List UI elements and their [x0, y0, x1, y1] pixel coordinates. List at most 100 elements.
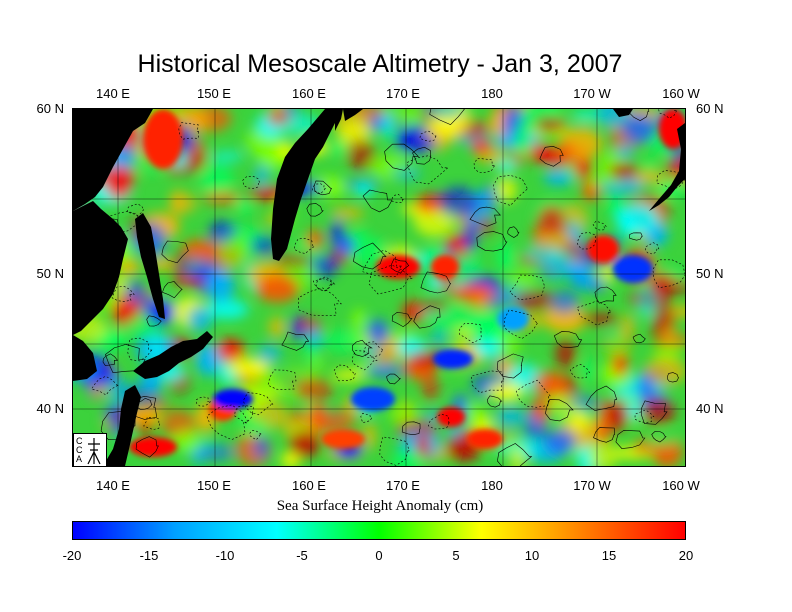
- anomaly-cell: [496, 159, 516, 172]
- anomaly-cell: [608, 195, 622, 216]
- contour-line: [315, 277, 336, 291]
- anomaly-cell: [268, 316, 286, 338]
- contour-line: [306, 203, 324, 217]
- contour-line: [651, 431, 667, 443]
- contour-line: [312, 276, 336, 292]
- anomaly-cell: [649, 278, 685, 296]
- contour-line: [352, 350, 378, 371]
- anomaly-cell: [257, 344, 281, 364]
- anomaly-cell: [173, 275, 206, 289]
- lat-tick-right-50n: 50 N: [696, 266, 724, 281]
- anomaly-cell: [90, 385, 108, 397]
- anomaly-cell: [514, 290, 555, 311]
- anomaly-cell: [487, 382, 524, 401]
- anomaly-cell: [354, 181, 374, 197]
- anomaly-cell: [543, 169, 575, 186]
- contour-line: [333, 364, 356, 382]
- contour-line: [509, 274, 546, 300]
- lon-tick-bottom-180: 180: [481, 478, 503, 493]
- anomaly-cell: [609, 162, 639, 180]
- anomaly-cell: [337, 236, 355, 255]
- anomaly-cell: [639, 374, 653, 402]
- anomaly-cell: [426, 113, 468, 138]
- contour-line: [313, 180, 332, 196]
- contour-line: [576, 232, 596, 250]
- contour-line: [569, 364, 591, 379]
- anomaly-cell: [464, 403, 485, 425]
- anomaly-cell: [482, 183, 497, 212]
- contour-line: [497, 443, 533, 466]
- svg-text:C: C: [76, 445, 83, 455]
- contour-line: [368, 264, 414, 295]
- anomaly-cell: [510, 446, 525, 466]
- anomaly-cell: [637, 285, 659, 319]
- graticule: [73, 109, 685, 466]
- anomaly-cell: [650, 432, 678, 446]
- map-title: Historical Mesoscale Altimetry - Jan 3, …: [137, 50, 623, 78]
- anomaly-cell: [180, 258, 221, 277]
- anomaly-cell: [281, 452, 301, 466]
- anomaly-cell: [528, 144, 554, 163]
- contour-line: [469, 206, 501, 227]
- anomaly-cell: [295, 318, 323, 332]
- anomaly-cell: [430, 330, 448, 347]
- colorbar-tick: 0: [375, 548, 383, 563]
- anomaly-cell: [514, 124, 530, 156]
- contour-line: [585, 385, 618, 411]
- lon-tick-bottom-150e: 150 E: [197, 478, 231, 493]
- contour-line: [196, 396, 212, 407]
- anomaly-cell: [202, 192, 243, 205]
- anomaly-cell: [105, 165, 133, 199]
- anomaly-cell: [137, 421, 153, 435]
- anomaly-cell: [388, 403, 419, 424]
- contour-line: [473, 157, 496, 173]
- anomaly-cell: [633, 438, 652, 456]
- anomaly-cell: [621, 113, 657, 144]
- land-alaska-peninsula: [649, 109, 685, 211]
- anomaly-cell: [401, 300, 425, 323]
- contour-line: [135, 436, 159, 458]
- anomaly-cell: [414, 193, 445, 213]
- lon-tick-top-160e: 160 E: [292, 86, 326, 101]
- anomaly-cell: [205, 299, 249, 319]
- lat-tick-left-60n: 60 N: [36, 101, 64, 116]
- anomaly-cell: [366, 319, 389, 344]
- anomaly-cell: [537, 205, 566, 237]
- anomaly-cell: [391, 165, 421, 181]
- contour-line: [401, 421, 421, 436]
- anomaly-cell: [352, 109, 388, 118]
- anomaly-cell: [621, 313, 634, 340]
- anomaly-cell: [362, 422, 377, 450]
- contour-line: [429, 109, 465, 126]
- anomaly-cell: [346, 236, 389, 266]
- anomaly-core: [351, 387, 395, 411]
- anomaly-cell: [124, 318, 159, 338]
- contour-line: [249, 430, 263, 441]
- anomaly-cell: [228, 357, 268, 379]
- anomaly-cell: [618, 214, 639, 238]
- colorbar-tick: -15: [139, 548, 159, 563]
- anomaly-cell: [323, 329, 367, 353]
- anomaly-cell: [473, 336, 502, 358]
- anomaly-cell: [112, 299, 141, 315]
- contour-line: [102, 353, 119, 366]
- contour-line: [146, 315, 162, 327]
- anomaly-cell: [424, 109, 466, 118]
- contour-line: [470, 370, 505, 393]
- contour-line: [593, 427, 616, 443]
- contour-line: [626, 109, 650, 121]
- map-canvas: [73, 109, 685, 466]
- anomaly-cell: [312, 254, 338, 278]
- contour-line: [379, 436, 410, 466]
- anomaly-core-group: [129, 109, 685, 457]
- anomaly-cell: [555, 339, 576, 369]
- contour-line: [353, 242, 387, 270]
- anomaly-cell: [571, 110, 603, 121]
- anomaly-cell: [295, 377, 334, 402]
- contour-line: [413, 305, 441, 329]
- anomaly-cell: [365, 365, 404, 377]
- contour-line: [363, 341, 385, 358]
- anomaly-cell: [346, 139, 376, 170]
- anomaly-cell: [119, 259, 140, 276]
- contour-line: [108, 211, 143, 234]
